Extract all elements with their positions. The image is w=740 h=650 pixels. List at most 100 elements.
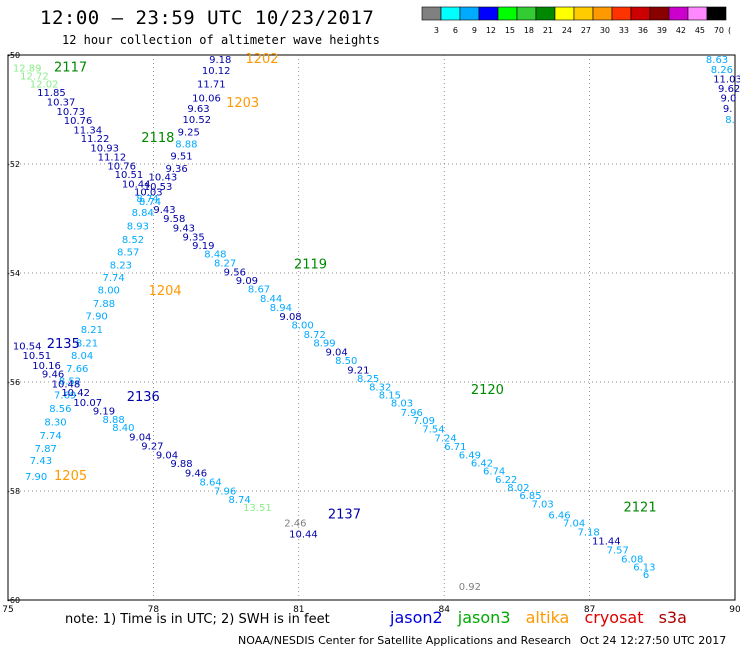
y-tick-label: -58 (7, 487, 20, 496)
swh-value-label: 6 (643, 570, 649, 581)
swh-value-label: 6.71 (444, 442, 466, 453)
x-tick-label: 90 (729, 605, 740, 615)
swh-value-label: 11.85 (37, 88, 66, 99)
swh-value-label: 7.04 (563, 518, 585, 529)
swh-value-label: 9.19 (93, 407, 115, 418)
swh-value-label: 13.51 (243, 503, 272, 514)
colorbar-label: 45 (695, 26, 705, 35)
colorbar-label: 6 (453, 26, 458, 35)
colorbar-swatch (706, 6, 727, 21)
x-tick-label: 81 (293, 605, 304, 615)
swh-value-label: 8.30 (44, 418, 66, 429)
swh-value-label: 10.37 (47, 98, 76, 109)
swh-value-label: 9. (723, 104, 733, 115)
swh-value-label: 6.08 (621, 554, 643, 565)
legend-s3a: s3a (658, 608, 687, 627)
swh-value-label: 8.21 (76, 339, 98, 350)
track-id-label: 1204 (149, 284, 182, 299)
swh-value-label: 8.48 (204, 250, 226, 261)
swh-value-label: 11.34 (73, 125, 102, 136)
swh-value-label: 10.44 (122, 179, 151, 190)
colorbar-label: 24 (562, 26, 572, 35)
swh-value-label: 8.15 (379, 390, 401, 401)
swh-value-label: 8.00 (98, 286, 120, 297)
swh-value-label: 10.52 (182, 115, 211, 126)
swh-value-label: 9.46 (42, 370, 64, 381)
swh-value-label: 8.88 (103, 415, 125, 426)
swh-value-label: 9.43 (153, 205, 175, 216)
track-id-label: 2137 (328, 507, 361, 522)
swh-value-label: 8.88 (175, 140, 197, 151)
swh-value-label: 6.46 (548, 510, 570, 521)
swh-value-label: 9.62 (718, 84, 740, 95)
legend-cryosat: cryosat (584, 608, 644, 627)
swh-value-label: 7.03 (531, 499, 553, 510)
swh-value-label: 7.57 (607, 546, 629, 557)
swh-value-label: 8.57 (117, 248, 139, 259)
colorbar-label: 15 (505, 26, 515, 35)
swh-value-label: 8.02 (507, 483, 529, 494)
footer-timestamp: Oct 24 12:27:50 UTC 2017 (580, 634, 727, 647)
swh-value-label: 9.19 (192, 241, 214, 252)
swh-value-label: 8.40 (112, 423, 134, 434)
swh-value-label: 8.04 (71, 351, 93, 362)
chart-title: 12:00 – 23:59 UTC 10/23/2017 (40, 7, 375, 29)
colorbar-label: 36 (638, 26, 648, 35)
colorbar-label: 33 (619, 26, 629, 35)
swh-value-label: 8.27 (214, 258, 236, 269)
swh-value-label: 10.03 (134, 188, 163, 199)
swh-value-label: 8.56 (49, 404, 71, 415)
swh-value-label: 9.04 (325, 347, 347, 358)
swh-value-label: 11.71 (197, 80, 226, 91)
plot-frame (7, 54, 736, 601)
y-tick-label: -52 (7, 160, 20, 169)
swh-value-label: 7.43 (30, 456, 52, 467)
swh-value-label: 10.44 (289, 529, 318, 540)
swh-value-label: 12.02 (30, 80, 59, 91)
swh-value-label: 10.48 (52, 379, 81, 390)
swh-value-label: 8.67 (248, 285, 270, 296)
y-tick-label: -50 (7, 51, 20, 60)
swh-value-label: 10.76 (107, 161, 136, 172)
swh-value-label: 6.13 (633, 563, 655, 574)
swh-value-label: 9.04 (156, 450, 178, 461)
swh-value-label: 10.54 (13, 341, 42, 352)
swh-value-label: 10.43 (149, 172, 178, 183)
swh-value-label: 8.74 (136, 194, 158, 205)
chart-subtitle: 12 hour collection of altimeter wave hei… (62, 33, 380, 47)
swh-value-label: 8.52 (59, 377, 81, 388)
swh-value-label: 10.76 (64, 116, 93, 127)
track-id-label: 1203 (226, 96, 259, 111)
swh-value-label: 10.42 (61, 388, 90, 399)
x-tick-label: 84 (438, 605, 450, 615)
swh-value-label: 9.63 (187, 104, 209, 115)
swh-value-label: 8.84 (132, 208, 154, 219)
swh-value-label: 8.50 (335, 356, 357, 367)
swh-value-label: 7.88 (93, 299, 115, 310)
swh-value-label: 9.25 (178, 128, 200, 139)
legend: jason2 jason3 altika cryosat s3a (390, 608, 697, 627)
track-id-label: 2135 (47, 337, 80, 352)
swh-value-label: 8.32 (369, 383, 391, 394)
colorbar-label: 18 (524, 26, 534, 35)
swh-value-label: 9.21 (347, 365, 369, 376)
y-tick-label: -56 (7, 378, 20, 387)
swh-value-label: 9.43 (173, 224, 195, 235)
swh-value-label: 7.74 (103, 273, 125, 284)
swh-value-label: 8.93 (127, 221, 149, 232)
swh-value-label: 10.51 (115, 170, 144, 181)
swh-value-label: 11.12 (98, 153, 127, 164)
swh-value-label: 6.22 (495, 475, 517, 486)
swh-value-label: 9.08 (279, 312, 301, 323)
colorbar-label: 70 (714, 26, 724, 35)
swh-value-label: 8.52 (122, 235, 144, 246)
swh-value-label: 7.87 (35, 444, 57, 455)
swh-value-label: 9.51 (170, 152, 192, 163)
colorbar-label: 39 (657, 26, 667, 35)
swh-value-label: 6.85 (519, 491, 541, 502)
swh-value-label: 9.36 (166, 164, 188, 175)
legend-jason2: jason2 (390, 608, 443, 627)
swh-value-label: 8. (725, 115, 735, 126)
